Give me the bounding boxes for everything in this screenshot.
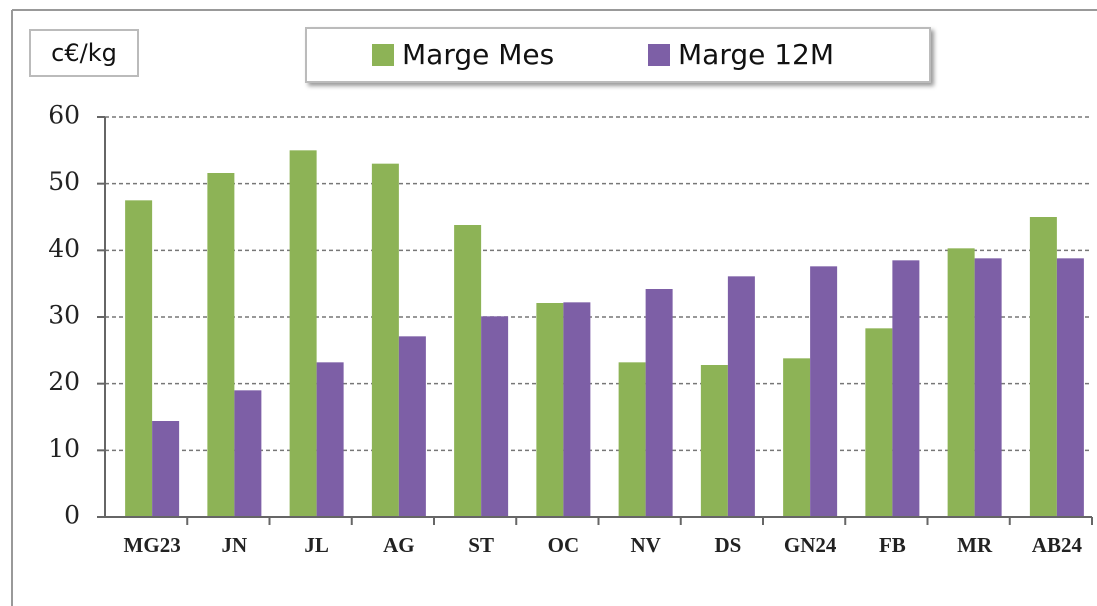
x-tick-label: DS <box>714 533 741 557</box>
legend-label: Marge 12M <box>678 38 834 71</box>
y-tick-label: 20 <box>48 367 80 396</box>
bar <box>892 260 920 517</box>
y-tick-label: 40 <box>48 234 80 263</box>
bar <box>152 421 180 517</box>
bar <box>536 303 564 517</box>
bar <box>645 289 673 517</box>
y-tick-label: 60 <box>48 101 80 130</box>
x-tick-label: JN <box>222 533 248 557</box>
x-tick-label: FB <box>879 533 906 557</box>
bar <box>371 163 399 517</box>
bar <box>974 258 1002 517</box>
bar <box>727 276 755 517</box>
x-tick-label: AB24 <box>1032 533 1083 557</box>
bar <box>947 248 975 518</box>
y-tick-label: 0 <box>64 501 80 530</box>
bar <box>1029 217 1057 517</box>
bar <box>289 150 317 518</box>
bar <box>783 358 811 517</box>
bar <box>398 336 426 517</box>
y-tick-label: 10 <box>48 434 80 463</box>
bar <box>618 362 646 517</box>
unit-box <box>29 29 139 77</box>
y-axis-label: c€/kg <box>51 39 117 67</box>
legend-swatch <box>648 44 670 66</box>
legend-swatch <box>372 44 394 66</box>
bar <box>234 390 262 517</box>
x-tick-label: MR <box>957 533 993 557</box>
bar <box>207 173 235 517</box>
bar <box>481 316 509 517</box>
bar <box>316 362 344 517</box>
x-tick-label: JL <box>304 533 329 557</box>
bar <box>125 200 153 518</box>
x-tick-label: AG <box>383 533 415 557</box>
y-tick-label: 30 <box>48 301 80 330</box>
y-tick-label: 50 <box>48 167 80 196</box>
bar <box>454 225 482 517</box>
x-tick-label: ST <box>468 533 494 557</box>
x-tick-label: NV <box>630 533 660 557</box>
x-tick-label: OC <box>548 533 580 557</box>
x-tick-label: MG23 <box>124 533 181 557</box>
bar <box>563 302 591 517</box>
legend-label: Marge Mes <box>402 38 554 71</box>
bar <box>1056 258 1084 517</box>
bar <box>810 266 838 517</box>
bar <box>865 328 893 517</box>
x-tick-label: GN24 <box>784 533 837 557</box>
legend <box>305 27 931 83</box>
bar <box>700 365 728 517</box>
